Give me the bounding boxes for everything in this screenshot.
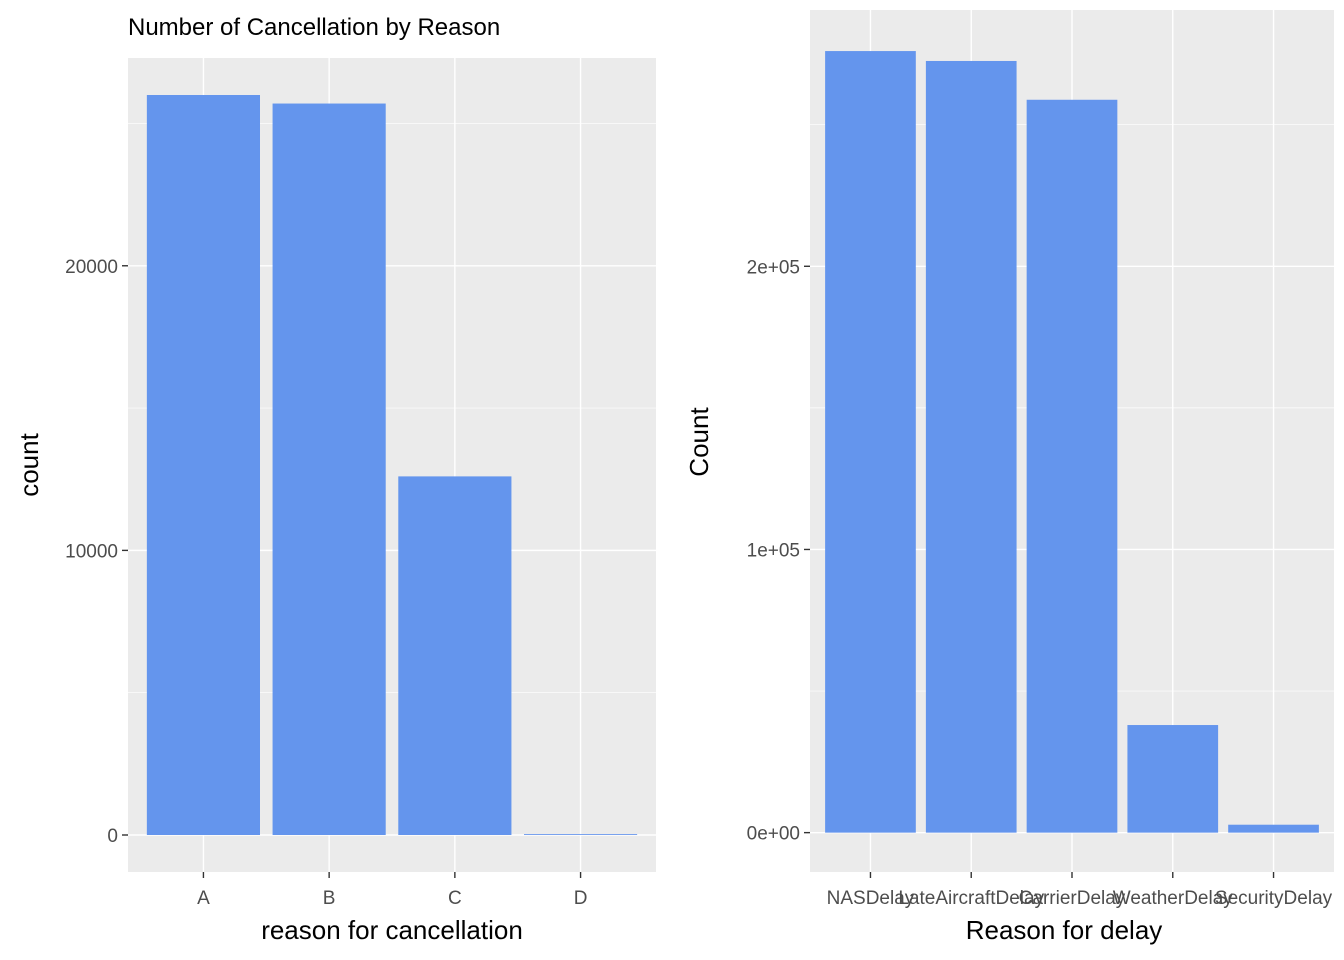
cancellation-y-axis: 0 10000 20000: [65, 257, 128, 847]
cancellation-x-tick-label: C: [448, 888, 462, 909]
delay-y-tick-label: 2e+05: [747, 257, 800, 278]
delay-bar-weatherdelay: [1127, 725, 1219, 833]
cancellation-x-axis-title: reason for cancellation: [261, 915, 523, 945]
cancellation-chart: Number of Cancellation by Reason 0 10000 2…: [14, 14, 656, 945]
delay-x-tick-label: LateAircraftDelay: [898, 888, 1044, 909]
delay-y-axis-title: Count: [684, 407, 714, 477]
cancellation-y-axis-title: count: [14, 432, 44, 496]
delay-bars: [825, 51, 1319, 833]
cancellation-bar-a: [146, 95, 260, 835]
cancellation-x-tick-label: D: [574, 888, 588, 909]
delay-chart: 0e+00 1e+05 2e+05 NASDelayLateAircraftDela…: [684, 10, 1334, 945]
delay-x-tick-label: SecurityDelay: [1215, 888, 1333, 909]
cancellation-y-tick-label: 10000: [65, 541, 118, 562]
delay-x-tick-label: WeatherDelay: [1113, 888, 1234, 909]
delay-bar-carrierdelay: [1026, 99, 1118, 833]
delay-x-tick-label: CarrierDelay: [1019, 888, 1126, 909]
delay-x-axis: NASDelayLateAircraftDelayCarrierDelayWea…: [827, 872, 1333, 909]
delay-bar-securitydelay: [1228, 824, 1319, 833]
delay-y-tick-label: 0e+00: [747, 824, 800, 845]
cancellation-bar-d: [524, 834, 638, 835]
cancellation-bar-b: [272, 103, 386, 836]
cancellation-y-tick-label: 0: [107, 826, 118, 847]
cancellation-x-axis: A B C D: [197, 872, 587, 909]
delay-x-axis-title: Reason for delay: [966, 915, 1163, 945]
delay-bar-lateaircraftdelay: [925, 60, 1017, 833]
cancellation-chart-title: Number of Cancellation by Reason: [128, 14, 500, 41]
delay-y-tick-label: 1e+05: [747, 540, 800, 561]
cancellation-y-tick-label: 20000: [65, 257, 118, 278]
cancellation-x-tick-label: B: [323, 888, 336, 909]
delay-x-tick-label: NASDelay: [827, 888, 915, 909]
cancellation-bar-c: [398, 476, 512, 835]
delay-y-axis: 0e+00 1e+05 2e+05: [747, 257, 810, 845]
delay-bar-nasdelay: [825, 51, 916, 833]
cancellation-bars: [146, 95, 638, 836]
cancellation-x-tick-label: A: [197, 888, 210, 909]
